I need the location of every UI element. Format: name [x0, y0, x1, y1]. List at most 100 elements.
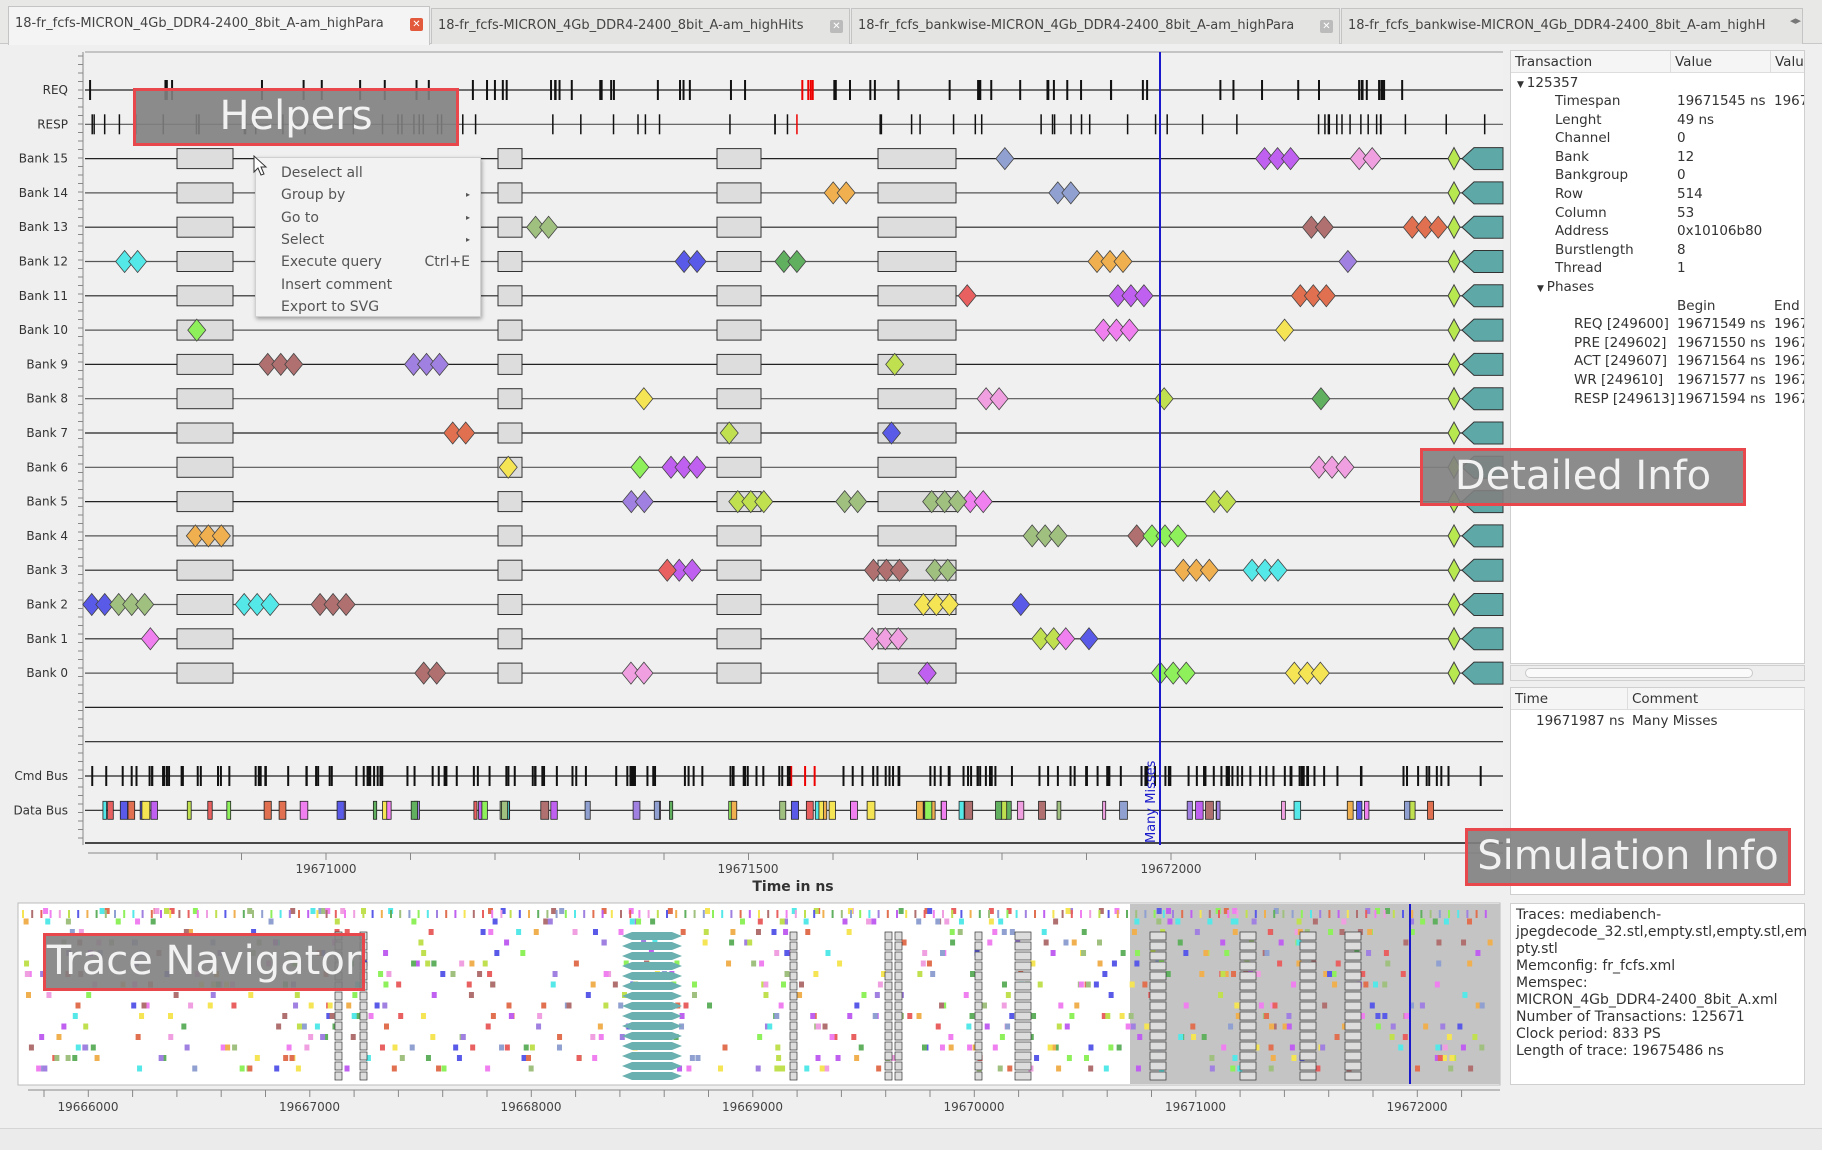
transaction-diamond[interactable] [1447, 180, 1461, 205]
data-bus-burst[interactable] [102, 800, 107, 820]
transaction-diamond[interactable] [1217, 489, 1237, 514]
ongoing-transaction[interactable] [1461, 250, 1504, 273]
refresh-block[interactable] [877, 662, 957, 684]
transaction-diamond[interactable] [1011, 592, 1031, 617]
transaction-diamond[interactable] [682, 558, 702, 582]
data-bus-burst[interactable] [410, 800, 418, 820]
horizontal-scrollbar[interactable] [1510, 665, 1805, 681]
refresh-block[interactable] [877, 216, 957, 238]
transaction-diamond[interactable] [787, 249, 807, 274]
data-bus-burst[interactable] [1038, 800, 1046, 820]
refresh-block[interactable] [716, 559, 762, 581]
data-bus-burst[interactable] [550, 800, 558, 820]
refresh-block[interactable] [497, 182, 523, 204]
data-bus-burst[interactable] [372, 800, 378, 820]
refresh-block[interactable] [176, 148, 234, 170]
transaction-diamond[interactable] [836, 181, 856, 205]
refresh-block[interactable] [497, 559, 523, 581]
transaction-diamond[interactable] [881, 421, 901, 445]
data-bus-burst[interactable] [779, 800, 787, 820]
refresh-block[interactable] [497, 148, 523, 170]
refresh-block[interactable] [716, 594, 762, 615]
refresh-block[interactable] [877, 525, 957, 547]
transaction-diamond[interactable] [917, 661, 937, 685]
data-bus-burst[interactable] [1293, 800, 1302, 820]
refresh-block[interactable] [497, 285, 523, 307]
tab-2[interactable]: 18-fr_fcfs-MICRON_4Gb_DDR4-2400_8bit_A-a… [431, 8, 850, 44]
menu-item-insert-comment[interactable]: Insert comment [281, 274, 470, 296]
refresh-block[interactable] [176, 594, 234, 615]
transaction-diamond[interactable] [634, 489, 654, 514]
ongoing-transaction[interactable] [1461, 284, 1504, 308]
data-bus-burst[interactable] [336, 800, 345, 820]
column-header[interactable]: Time [1511, 688, 1628, 710]
refresh-block[interactable] [716, 285, 762, 307]
data-bus-burst[interactable] [207, 800, 213, 820]
transaction-diamond[interactable] [1335, 455, 1355, 479]
refresh-block[interactable] [176, 182, 234, 204]
transaction-diamond[interactable] [1338, 249, 1358, 274]
refresh-block[interactable] [877, 285, 957, 307]
refresh-block[interactable] [176, 628, 234, 650]
menu-item-group-by[interactable]: Group by ▸ [281, 184, 470, 206]
transaction-diamond[interactable] [284, 352, 304, 377]
transaction-diamond[interactable] [1061, 181, 1081, 205]
transaction-diamond[interactable] [260, 592, 280, 617]
refresh-block[interactable] [176, 388, 234, 410]
transaction-diamond[interactable] [939, 592, 959, 617]
refresh-block[interactable] [497, 388, 523, 410]
data-bus-burst[interactable] [1119, 800, 1128, 820]
tab-scroll-arrows[interactable]: ◂▸ [1790, 14, 1802, 27]
refresh-block[interactable] [877, 319, 957, 341]
transaction-diamond[interactable] [1275, 318, 1295, 342]
refresh-block[interactable] [716, 251, 762, 272]
transaction-diamond[interactable] [630, 455, 650, 479]
ongoing-transaction[interactable] [1461, 524, 1504, 548]
transaction-diamond[interactable] [1199, 558, 1219, 582]
refresh-block[interactable] [176, 662, 234, 684]
refresh-block[interactable] [877, 148, 957, 170]
refresh-block[interactable] [877, 251, 957, 272]
data-bus-burst[interactable] [1056, 800, 1062, 820]
transaction-diamond[interactable] [1176, 661, 1196, 685]
data-bus-burst[interactable] [850, 800, 858, 820]
refresh-block[interactable] [497, 216, 523, 238]
menu-item-export-to-svg[interactable]: Export to SVG [281, 296, 470, 318]
menu-item-go-to[interactable]: Go to ▸ [281, 207, 470, 229]
refresh-block[interactable] [716, 628, 762, 650]
data-bus-burst[interactable] [1216, 800, 1221, 820]
transaction-diamond[interactable] [1447, 592, 1461, 617]
refresh-block[interactable] [497, 353, 523, 375]
transaction-diamond[interactable] [973, 489, 993, 514]
transaction-diamond[interactable] [1113, 249, 1133, 274]
data-bus-burst[interactable] [632, 800, 641, 820]
transaction-diamond[interactable] [430, 352, 450, 377]
transaction-diamond[interactable] [1168, 524, 1188, 548]
data-bus-burst[interactable] [299, 800, 309, 820]
transaction-diamond[interactable] [1119, 318, 1139, 342]
refresh-block[interactable] [716, 216, 762, 238]
transaction-diamond[interactable] [687, 455, 707, 479]
data-bus-burst[interactable] [150, 800, 158, 820]
column-header[interactable]: Comment [1628, 688, 1805, 710]
transaction-diamond[interactable] [1079, 627, 1099, 651]
refresh-block[interactable] [497, 662, 523, 684]
column-header[interactable]: Transaction [1511, 51, 1671, 73]
data-bus-burst[interactable] [540, 800, 550, 820]
refresh-block[interactable] [716, 525, 762, 547]
transaction-diamond[interactable] [1447, 318, 1461, 343]
transaction-diamond[interactable] [888, 627, 908, 651]
refresh-block[interactable] [716, 456, 762, 478]
transaction-diamond[interactable] [1447, 352, 1461, 377]
data-bus-burst[interactable] [141, 800, 151, 820]
transaction-diamond[interactable] [1056, 627, 1076, 651]
transaction-diamond[interactable] [989, 387, 1009, 411]
transaction-diamond[interactable] [1447, 215, 1461, 240]
data-bus-burst[interactable] [119, 800, 129, 820]
close-icon[interactable]: ✕ [830, 20, 843, 33]
data-bus-burst[interactable] [1346, 800, 1354, 820]
data-bus-burst[interactable] [669, 800, 674, 820]
data-bus-burst[interactable] [1409, 800, 1416, 820]
data-bus-burst[interactable] [386, 800, 392, 820]
tab-4[interactable]: 18-fr_fcfs_bankwise-MICRON_4Gb_DDR4-2400… [1341, 8, 1803, 44]
